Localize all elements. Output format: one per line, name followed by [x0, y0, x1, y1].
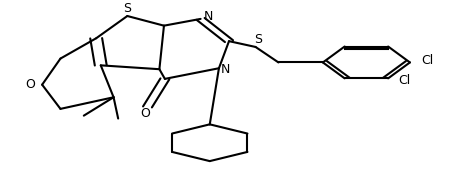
Text: O: O — [140, 107, 150, 120]
Text: O: O — [26, 78, 36, 91]
Text: N: N — [204, 10, 213, 23]
Text: Cl: Cl — [421, 54, 434, 67]
Text: N: N — [221, 63, 230, 76]
Text: S: S — [123, 2, 131, 15]
Text: S: S — [254, 33, 262, 46]
Text: Cl: Cl — [398, 74, 410, 87]
